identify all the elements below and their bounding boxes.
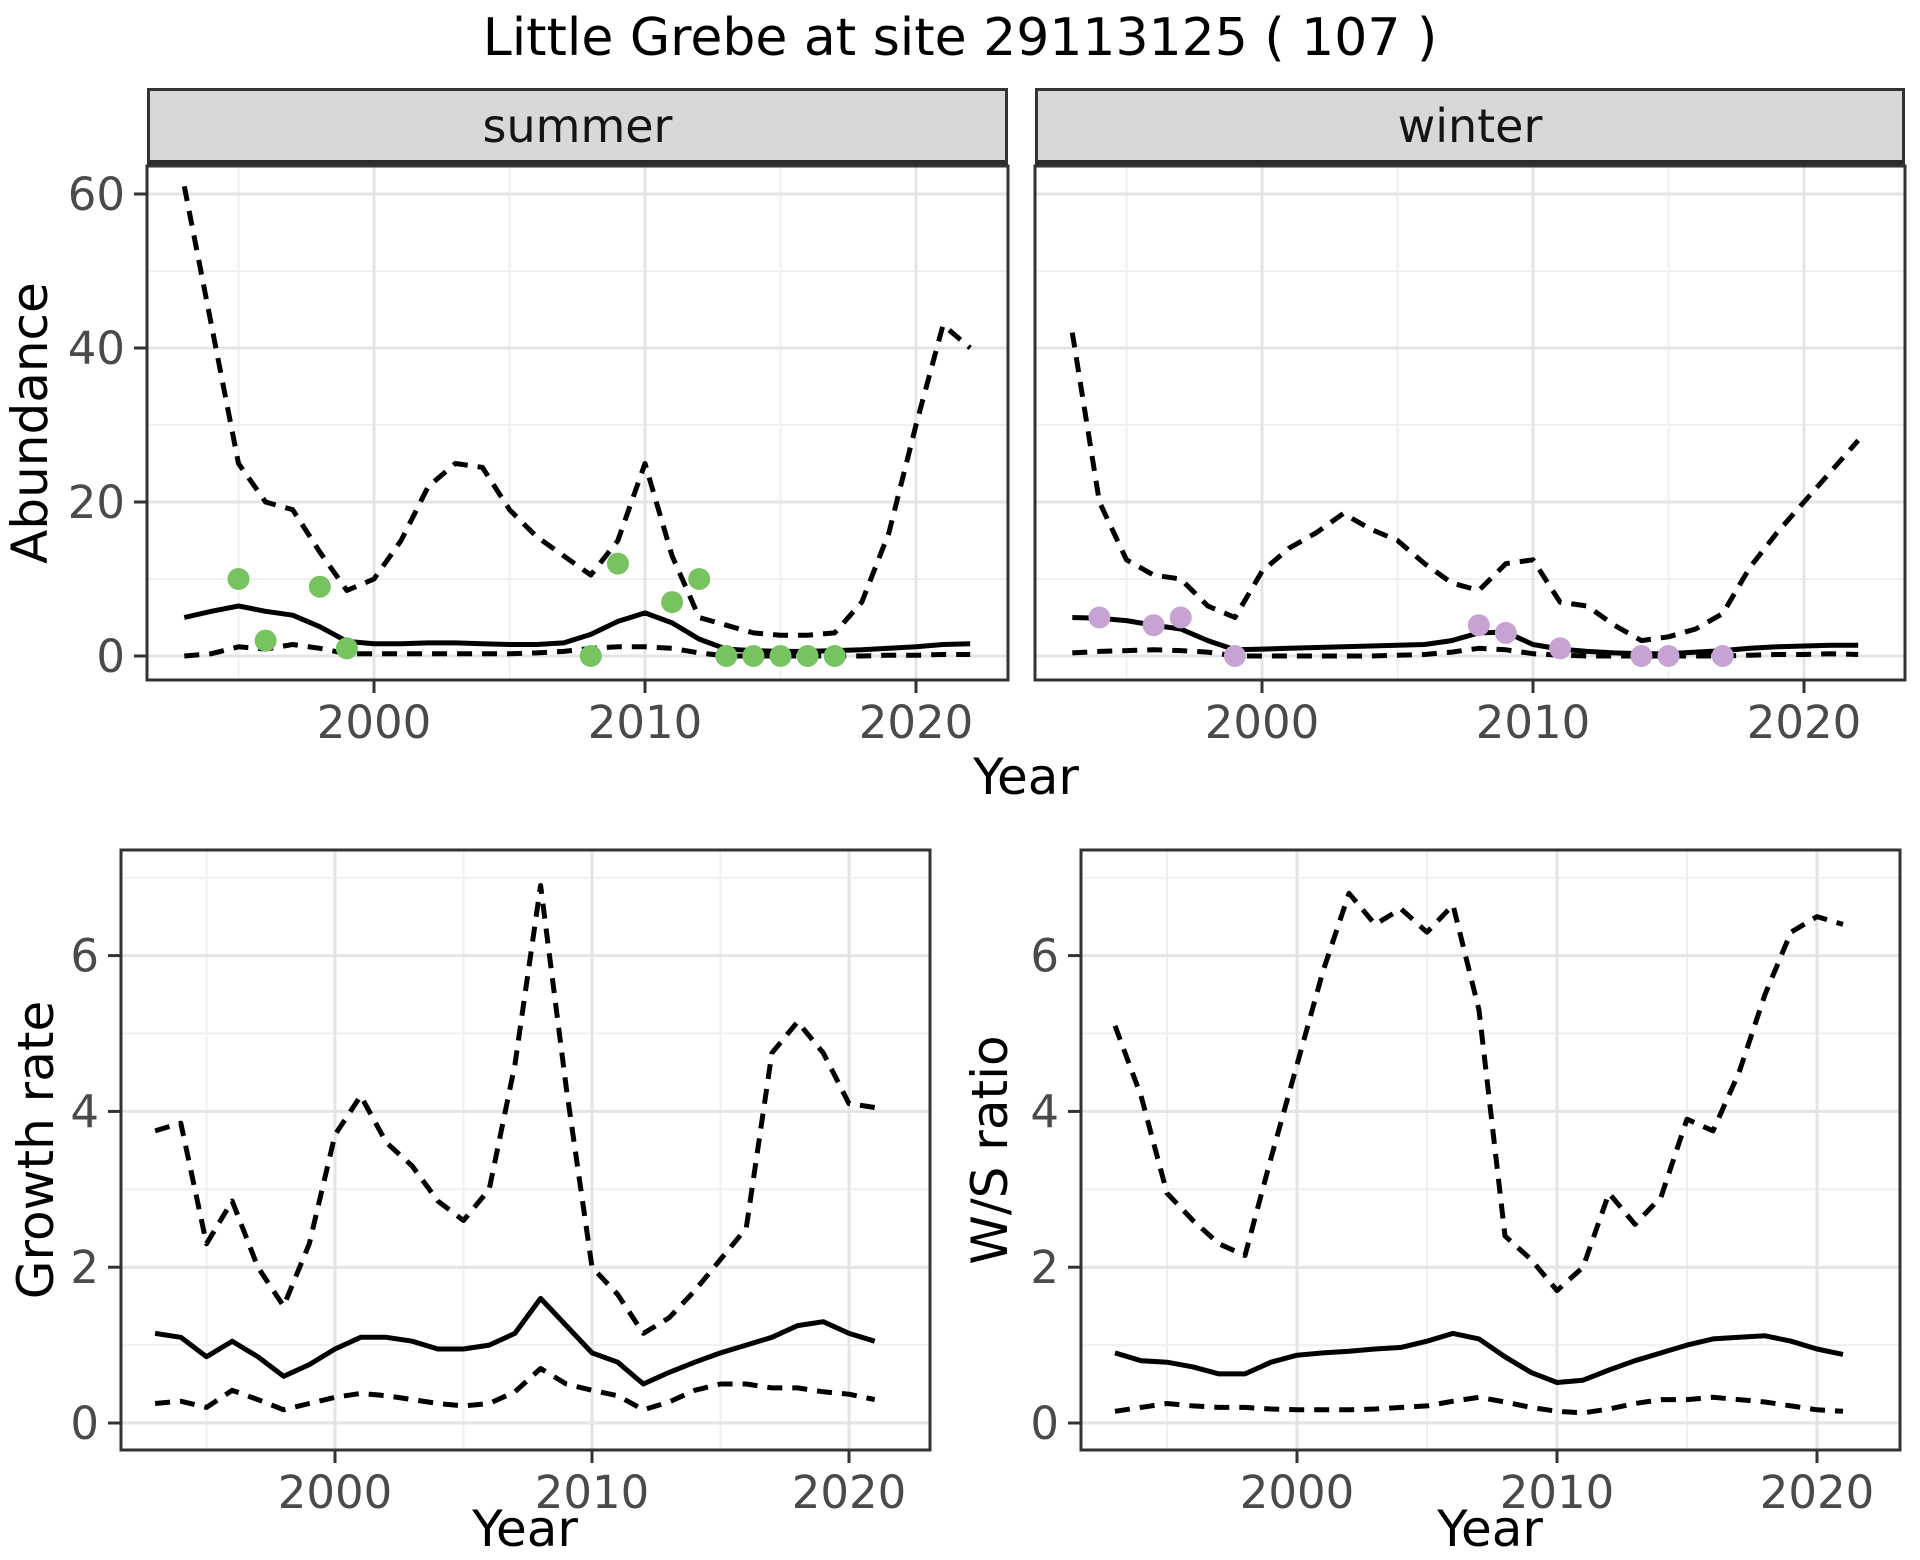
y-tick-label: 6 (1030, 930, 1059, 983)
x-tick-label: 2020 (1747, 696, 1862, 749)
lower_ci-line (1114, 1394, 1844, 1416)
y-tick-label: 4 (1030, 1085, 1059, 1138)
observation-point (606, 552, 629, 575)
observation-point (1549, 637, 1572, 660)
panel-background (147, 166, 1008, 680)
page-title: Little Grebe at site 29113125 ( 107 ) (482, 8, 1438, 68)
observation-point (769, 645, 792, 667)
panel-background (1081, 850, 1900, 1450)
y-tick-label: 20 (68, 476, 125, 529)
x-tick-label: 2000 (317, 696, 432, 749)
panel-growth-rate: 2000 2010 2020 0 2 4 6 (70, 848, 932, 1519)
x-tick-label: 2010 (1500, 1466, 1615, 1519)
observation-point (227, 568, 250, 590)
facet-strip-winter: winter (1035, 88, 1905, 166)
observation-point (1494, 621, 1517, 644)
observation-point (579, 645, 602, 667)
x-tick-label: 2010 (1476, 696, 1591, 749)
y-axis-title-abundance: Abundance (1, 282, 59, 564)
lower_ci-line (154, 1366, 876, 1413)
panel-abundance-winter: 2000 2010 2020 (1033, 164, 1907, 749)
panel-border (119, 848, 932, 1452)
observation-point (1223, 645, 1246, 667)
x-tick-label: 2020 (1760, 1466, 1875, 1519)
observation-point (715, 645, 738, 667)
x-tick-label: 2000 (1205, 696, 1320, 749)
y-tick-label: 2 (1030, 1241, 1059, 1294)
x-tick-label: 2010 (535, 1466, 650, 1519)
observation-point (661, 591, 684, 614)
observation-point (1169, 606, 1192, 629)
upper_ci-line (1112, 890, 1844, 1294)
observation-point (308, 575, 331, 598)
observation-point (1142, 614, 1165, 637)
x-axis-title-year-ws: Year (1437, 1500, 1543, 1558)
panel-border (145, 164, 1010, 682)
facet-label-winter: winter (1397, 98, 1543, 153)
x-tick-label: 2020 (792, 1466, 907, 1519)
observation-point (1711, 645, 1734, 667)
y-tick-label: 40 (68, 322, 125, 375)
panel-background (1035, 166, 1905, 680)
upper_ci-line (1069, 332, 1861, 644)
observation-point (254, 629, 277, 652)
y-tick-label: 0 (96, 630, 125, 683)
x-axis-title-year-growth: Year (472, 1500, 578, 1558)
panel-border (1079, 848, 1902, 1452)
facet-strip-summer: summer (147, 88, 1008, 166)
y-axis-title-growth-rate: Growth rate (7, 1000, 65, 1300)
observation-point (796, 645, 819, 667)
median-line (154, 1295, 876, 1387)
observation-point (823, 645, 846, 667)
observation-point (1657, 645, 1680, 667)
panel-border (1033, 164, 1907, 682)
y-tick-label: 0 (70, 1397, 99, 1450)
x-axis-title-year-top: Year (973, 748, 1079, 806)
median-line (1114, 1330, 1844, 1385)
y-tick-label: 60 (68, 168, 125, 221)
y-tick-label: 2 (70, 1241, 99, 1294)
upper_ci-line (154, 883, 876, 1336)
panel-background (121, 850, 930, 1450)
observation-point (742, 645, 765, 667)
observation-point (1630, 645, 1653, 667)
y-tick-label: 4 (70, 1085, 99, 1138)
x-tick-label: 2010 (588, 696, 703, 749)
observation-point (1088, 606, 1111, 629)
y-axis-title-ws-ratio: W/S ratio (961, 1035, 1019, 1265)
y-tick-label: 0 (1030, 1397, 1059, 1450)
observation-point (1467, 614, 1490, 637)
observation-point (335, 637, 358, 660)
y-tick-label: 6 (70, 930, 99, 983)
panel-abundance-summer: 2000 2010 2020 0 20 40 60 (68, 164, 1010, 749)
x-tick-label: 2000 (278, 1466, 393, 1519)
observation-point (688, 568, 711, 590)
facet-label-summer: summer (482, 98, 673, 153)
x-tick-label: 2000 (1240, 1466, 1355, 1519)
panel-ws-ratio: 2000 2010 2020 0 2 4 6 (1030, 848, 1902, 1519)
x-tick-label: 2020 (859, 696, 974, 749)
